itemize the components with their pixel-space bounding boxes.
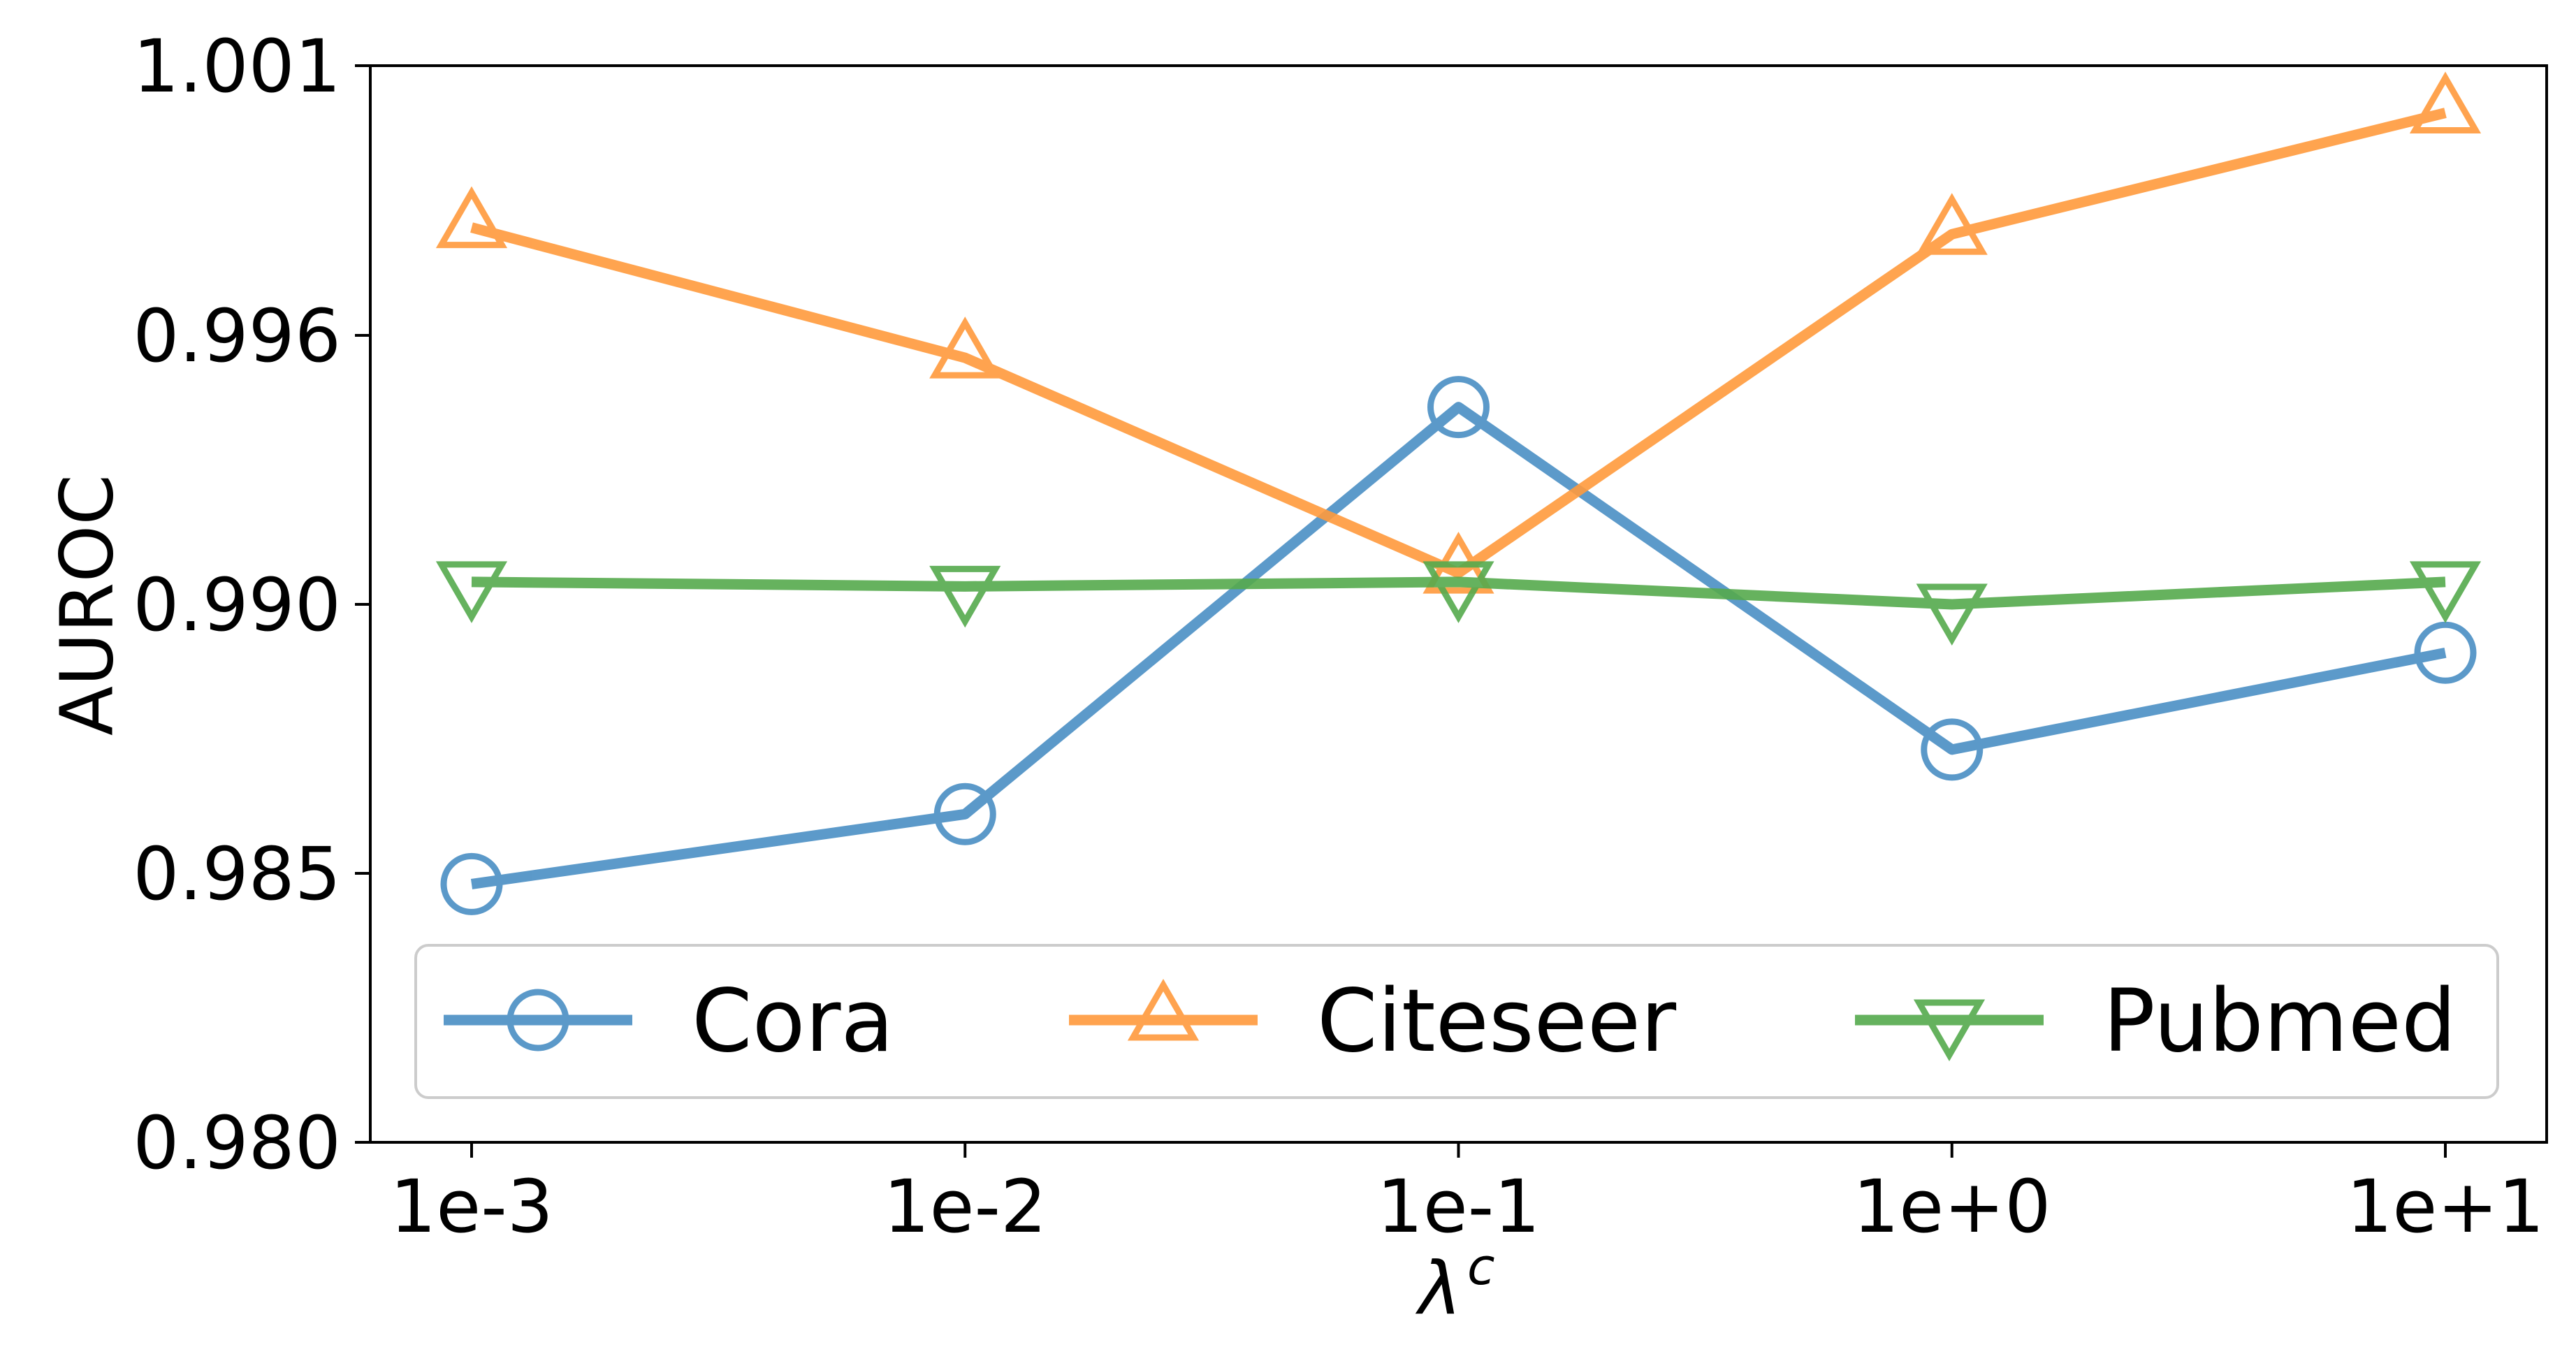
data-point-cora	[933, 783, 996, 845]
data-point-cora	[440, 852, 503, 915]
ticks-layer: 1e-3 1e-2 1e-1 1e+0 1e+1 0.980 0.985 0.990 0.996…	[133, 24, 2544, 1249]
data-point-cora	[1427, 376, 1490, 439]
legend-entry-pubmed	[1855, 999, 2044, 1062]
y-tick-label: 1.001	[133, 24, 341, 109]
data-point-cora	[2414, 621, 2477, 684]
x-axis-label-superscript: c	[1467, 1237, 1495, 1296]
y-tick-label: 0.985	[133, 831, 341, 917]
data-point-pubmed	[1422, 561, 1494, 623]
legend-label-citeseer: Citeseer	[1317, 971, 1676, 1072]
data-point-citeseer	[929, 316, 1001, 379]
x-tick-label: 1e+0	[1853, 1164, 2051, 1249]
series-line-citeseer	[470, 108, 2447, 578]
legend-entry-cora	[444, 989, 632, 1051]
x-axis-label-symbol: λ	[1415, 1246, 1462, 1331]
x-tick-label: 1e+1	[2346, 1164, 2544, 1249]
y-tick-label: 0.980	[133, 1100, 341, 1186]
legend-marker-citeseer	[1127, 978, 1200, 1041]
legend-box	[414, 944, 2499, 1099]
data-point-pubmed	[929, 565, 1001, 628]
legend-label-cora: Cora	[692, 971, 894, 1072]
x-tick-label: 1e-1	[1377, 1164, 1541, 1249]
series-line-cora	[470, 402, 2447, 889]
data-point-citeseer	[1916, 193, 1988, 255]
y-axis-label: AUROC	[44, 474, 129, 736]
legend: Cora Citeseer Pubmed	[414, 944, 2499, 1099]
data-point-pubmed	[435, 561, 508, 623]
legend-marker-pubmed	[1913, 999, 1986, 1062]
data-point-cora	[1921, 718, 1984, 781]
legend-label-pubmed: Pubmed	[2103, 971, 2457, 1072]
legend-marker-cora	[507, 989, 569, 1051]
x-tick-label: 1e-3	[390, 1164, 553, 1249]
series-line-pubmed	[471, 576, 2446, 610]
series-pubmed	[435, 561, 2482, 646]
series-cora	[440, 376, 2477, 915]
y-tick-label: 0.996	[133, 293, 341, 379]
data-point-citeseer	[435, 186, 508, 249]
series-citeseer	[435, 71, 2482, 594]
data-point-pubmed	[2409, 561, 2482, 623]
data-point-citeseer	[2409, 71, 2482, 134]
data-point-pubmed	[1916, 583, 1988, 646]
series-layer	[435, 71, 2482, 915]
x-tick-label: 1e-2	[883, 1164, 1047, 1249]
legend-entry-citeseer	[1069, 978, 1258, 1041]
y-tick-label: 0.990	[133, 562, 341, 648]
